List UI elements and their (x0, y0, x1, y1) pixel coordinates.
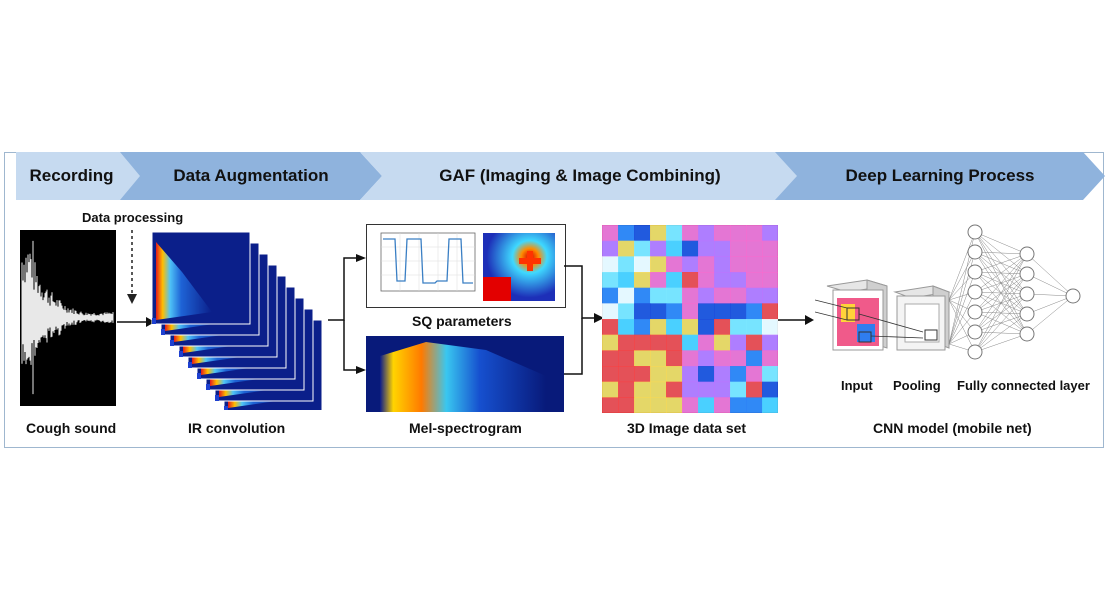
cnn-input-label: Input (841, 378, 873, 393)
stage-gaf-label: GAF (Imaging & Image Combining) (439, 166, 721, 185)
ir-convolution-caption: IR convolution (188, 420, 286, 436)
sq-parameters-box (366, 224, 566, 308)
stage-deep-learning-label: Deep Learning Process (845, 166, 1035, 185)
mel-spectrogram-caption: Mel-spectrogram (409, 420, 522, 436)
cough-sound-caption: Cough sound (26, 420, 117, 436)
stage-data-augmentation: Data Augmentation (120, 152, 382, 200)
stage-recording-label: Recording (29, 166, 114, 185)
sq-heatmap (483, 233, 555, 301)
stage-arrow-shape (16, 152, 141, 200)
data-processing-label: Data processing (82, 210, 184, 225)
cnn-pooling-label: Pooling (893, 378, 941, 393)
cnn-model-caption: CNN model (mobile net) (873, 420, 1032, 436)
arrow-to-cnn (778, 315, 814, 325)
stage-arrow-shape (360, 152, 800, 200)
merge-arrows (564, 265, 604, 375)
cough-sound-waveform (20, 230, 116, 406)
sq-parameters-caption: SQ parameters (412, 313, 512, 329)
3d-image-caption: 3D Image data set (627, 420, 747, 436)
ir-convolution-stack (151, 231, 323, 410)
cnn-fully-connected-label: Fully connected layer (957, 378, 1090, 393)
data-processing-arrow (127, 230, 137, 304)
3d-image-data-set (602, 225, 778, 413)
arrow-to-ir (117, 317, 155, 327)
stage-arrow-shape (775, 152, 1105, 200)
stage-gaf: GAF (Imaging & Image Combining) (360, 152, 800, 200)
stage-deep-learning: Deep Learning Process (775, 152, 1105, 200)
stage-recording: Recording (16, 152, 141, 200)
stage-arrow-shape (120, 152, 382, 200)
branch-arrows-left (328, 254, 366, 374)
stage-data-augmentation-label: Data Augmentation (173, 166, 329, 185)
mel-spectrogram (366, 336, 564, 412)
cnn-model-diagram (815, 224, 1081, 360)
sq-line-plot (380, 232, 476, 292)
